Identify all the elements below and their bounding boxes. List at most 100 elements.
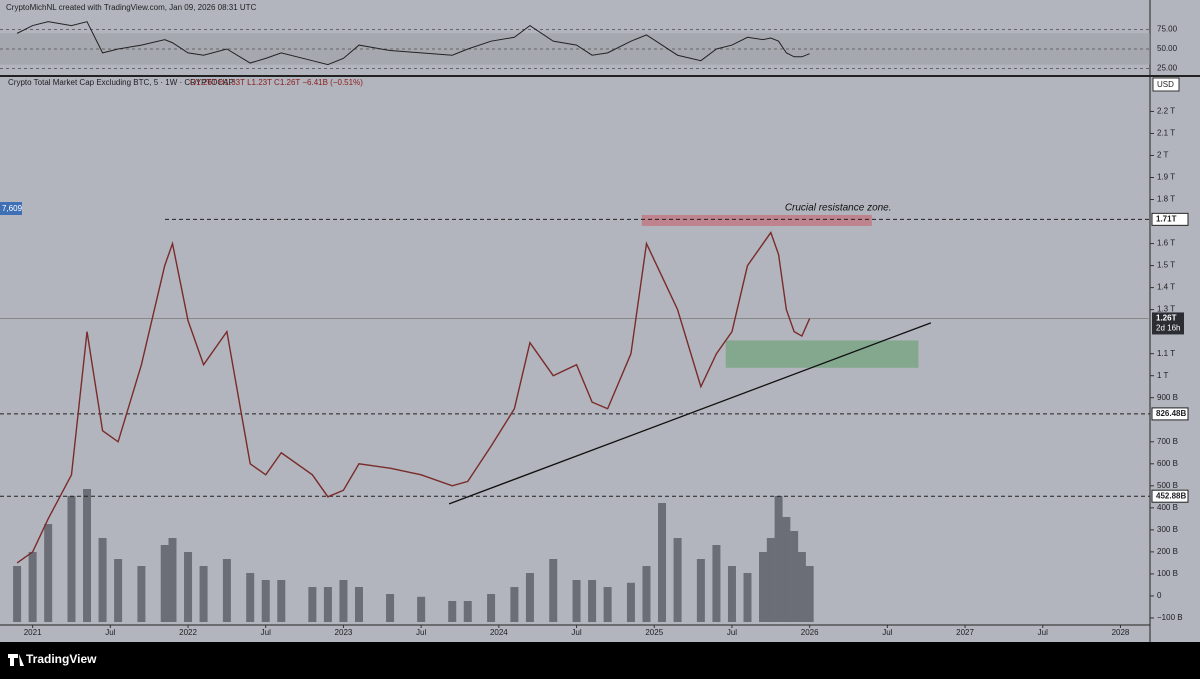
volume-bar — [805, 566, 814, 622]
volume-bar — [308, 587, 317, 622]
x-tick-label: 2024 — [490, 628, 508, 637]
volume-bar — [572, 580, 581, 622]
ohlc: O1.26T H1.33T L1.23T C1.26T −6.41B (−0.5… — [190, 78, 363, 87]
volume-bar — [774, 496, 783, 622]
y-tick-label: 200 B — [1157, 547, 1178, 556]
volume-bar — [626, 582, 635, 622]
volume-bar — [114, 559, 123, 622]
x-tick-label: 2027 — [956, 628, 974, 637]
x-tick-label: Jul — [727, 628, 737, 637]
volume-bar — [246, 573, 255, 622]
volume-bar — [339, 580, 348, 622]
y-tick-label: 100 B — [1157, 569, 1178, 578]
y-tick-label: 1.5 T — [1157, 261, 1175, 270]
volume-bar — [44, 524, 53, 622]
volume-bar — [673, 538, 682, 622]
y-tick-label: 300 B — [1157, 525, 1178, 534]
volume-bar — [463, 601, 472, 622]
y-tick-label: 500 B — [1157, 481, 1178, 490]
y-tick-label: 1.6 T — [1157, 239, 1175, 248]
volume-bar — [696, 559, 705, 622]
volume-bar — [168, 538, 177, 622]
volume-bar — [184, 552, 193, 622]
y-tick-label: 1.1 T — [1157, 349, 1175, 358]
x-tick-label: 2025 — [645, 628, 663, 637]
brand: TradingView — [26, 652, 97, 666]
x-tick-label: Jul — [1038, 628, 1048, 637]
current-label: 1.26T — [1156, 314, 1177, 323]
resistance-zone — [641, 214, 872, 226]
volume-bar — [199, 566, 208, 622]
y-tick-label: 2.1 T — [1157, 129, 1175, 138]
countdown: 2d 16h — [1156, 324, 1180, 333]
volume-bar — [323, 587, 332, 622]
volume-bar — [13, 566, 22, 622]
y-tick-label: 1.8 T — [1157, 195, 1175, 204]
current-box — [1152, 312, 1184, 335]
volume-bar — [67, 496, 76, 622]
logo — [8, 654, 24, 666]
volume-bar — [525, 573, 534, 622]
volume-bar — [743, 573, 752, 622]
y-tick-label: 2 T — [1157, 151, 1169, 160]
volume-bar — [759, 552, 768, 622]
y-tick-label: 1 T — [1157, 371, 1169, 380]
level-label: 452.88B — [1156, 491, 1186, 500]
volume-bar — [642, 566, 651, 622]
volume-bar — [712, 545, 721, 622]
volume-bar — [222, 559, 231, 622]
annotation: Crucial resistance zone. — [785, 203, 892, 214]
volume-bar — [28, 552, 37, 622]
rsi-line — [16, 21, 810, 66]
y-tick-label: 0 — [1157, 591, 1162, 600]
level-box — [1151, 489, 1189, 503]
background — [0, 0, 1200, 642]
volume-bar — [137, 566, 146, 622]
volume-bar — [766, 538, 775, 622]
volume-bar — [549, 559, 558, 622]
x-tick-label: Jul — [416, 628, 426, 637]
volume-bar — [277, 580, 286, 622]
y-tick-label: 2.2 T — [1157, 107, 1175, 116]
volume-bar — [790, 531, 799, 622]
volume-bar — [354, 587, 363, 622]
x-tick-label: 2023 — [335, 628, 353, 637]
y-tick-label: 1.3 T — [1157, 305, 1175, 314]
volume-bar — [510, 587, 519, 622]
left-badge: 7,609 — [2, 204, 23, 213]
volume-bar — [782, 517, 791, 622]
currency-box[interactable] — [1152, 77, 1180, 92]
y-tick-label: 400 B — [1157, 503, 1178, 512]
y-tick-label: 600 B — [1157, 459, 1178, 468]
x-tick-label: 2028 — [1112, 628, 1130, 637]
rsi-band — [0, 33, 1150, 65]
trendline — [448, 322, 932, 505]
volume-bar — [487, 594, 496, 622]
volume-bar — [386, 594, 395, 622]
x-tick-label: Jul — [571, 628, 581, 637]
rsi-tick-label: 25.00 — [1157, 64, 1178, 73]
x-tick-label: Jul — [261, 628, 271, 637]
y-tick-label: 1.9 T — [1157, 173, 1175, 182]
rsi-tick-label: 75.00 — [1157, 25, 1178, 34]
volume-bar — [727, 566, 736, 622]
volume-bar — [588, 580, 597, 622]
left-badge-box — [0, 202, 22, 215]
rsi-tick-label: 50.00 — [1157, 44, 1178, 53]
y-tick-label: 700 B — [1157, 437, 1178, 446]
price-line — [16, 231, 811, 564]
x-tick-label: Jul — [105, 628, 115, 637]
y-tick-label: −100 B — [1157, 613, 1183, 622]
x-tick-label: 2021 — [24, 628, 42, 637]
y-tick-label: 900 B — [1157, 393, 1178, 402]
footer-bar — [0, 642, 1200, 674]
volume-bar — [448, 601, 457, 622]
volume-bar — [83, 489, 92, 622]
y-tick-label: 1.4 T — [1157, 283, 1175, 292]
level-label: 1.71T — [1156, 214, 1177, 223]
level-label: 826.48B — [1156, 409, 1186, 418]
currency[interactable]: USD — [1157, 80, 1174, 89]
volume-bar — [98, 538, 107, 622]
volume-bar — [797, 552, 806, 622]
